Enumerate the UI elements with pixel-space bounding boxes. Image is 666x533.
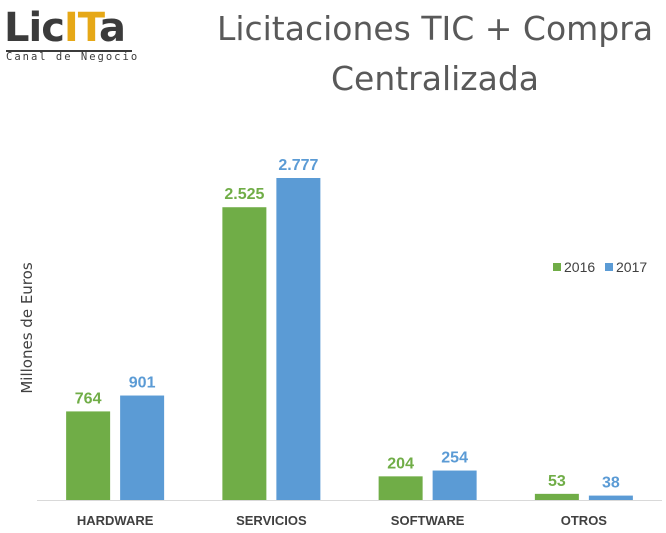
legend-label-2017: 2017 xyxy=(616,259,647,275)
bar-otros-2016 xyxy=(534,493,579,500)
category-label-otros: OTROS xyxy=(561,513,608,528)
chart-title-line-1: Licitaciones TIC + Compra xyxy=(216,9,654,48)
chart-title: Licitaciones TIC + Compra Centralizada xyxy=(210,4,660,104)
licita-logo: LicITa Canal de Negocio xyxy=(4,5,137,63)
data-label-software-2016: 204 xyxy=(387,455,414,472)
logo-tagline: Canal de Negocio xyxy=(6,51,140,63)
legend: 2016 2017 xyxy=(553,259,647,275)
data-label-servicios-2017: 2.777 xyxy=(278,157,318,174)
bar-servicios-2017 xyxy=(276,178,321,500)
data-label-otros-2016: 53 xyxy=(548,473,566,490)
data-label-software-2017: 254 xyxy=(441,450,468,467)
bar-hardware-2017 xyxy=(120,395,165,500)
bar-servicios-2016 xyxy=(222,207,267,500)
chart-title-line-2: Centralizada xyxy=(330,59,540,98)
data-label-otros-2017: 38 xyxy=(602,475,620,492)
logo-wordmark: LicITa xyxy=(4,5,126,51)
category-label-software: SOFTWARE xyxy=(391,513,465,528)
y-axis-label: Millones de Euros xyxy=(18,262,36,393)
bars-group xyxy=(66,178,633,500)
bar-otros-2017 xyxy=(588,495,633,500)
data-label-hardware-2016: 764 xyxy=(75,390,102,407)
bar-software-2016 xyxy=(378,476,423,500)
category-labels-group: HARDWARE SERVICIOS SOFTWARE OTROS xyxy=(77,513,607,528)
bar-labels-group: 764 901 2.525 2.777 204 254 53 38 xyxy=(75,157,620,492)
bar-hardware-2016 xyxy=(66,411,111,500)
logo-underline xyxy=(6,50,132,52)
data-label-servicios-2016: 2.525 xyxy=(224,186,264,203)
category-label-hardware: HARDWARE xyxy=(77,513,154,528)
legend-swatch-2017 xyxy=(605,263,613,271)
category-label-servicios: SERVICIOS xyxy=(236,513,307,528)
bar-software-2017 xyxy=(432,470,477,500)
data-label-hardware-2017: 901 xyxy=(129,375,156,392)
legend-swatch-2016 xyxy=(553,263,561,271)
legend-label-2016: 2016 xyxy=(564,259,595,275)
